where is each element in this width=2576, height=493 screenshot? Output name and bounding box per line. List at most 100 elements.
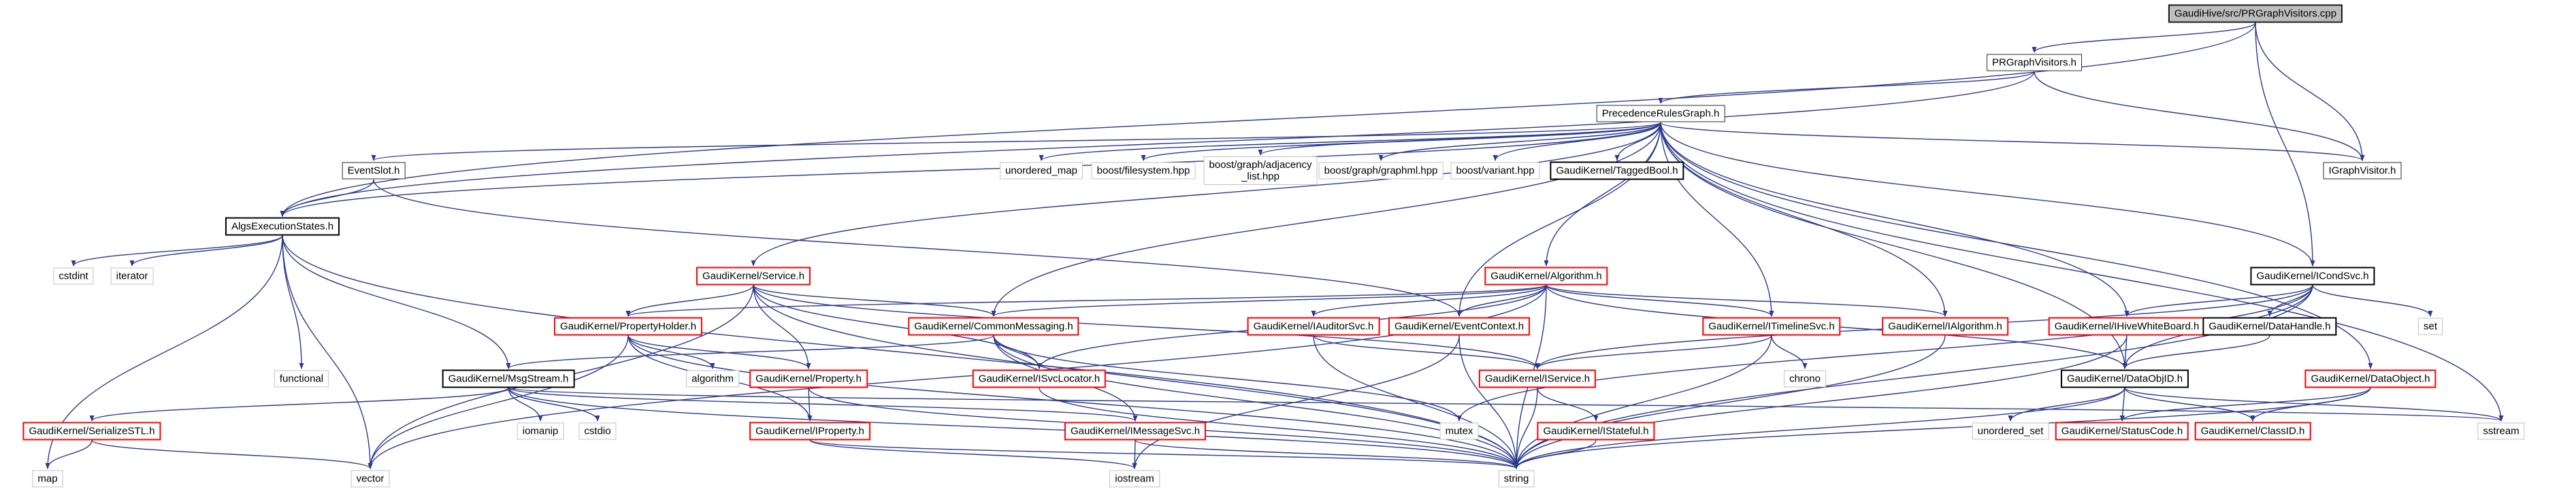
include-edge-prg_h-to-ihivewhiteboard — [1660, 122, 2130, 317]
include-edge-prgv_h-to-prg_h — [1658, 71, 2035, 104]
graph-node-gaudikernel-ialgorithm-h[interactable]: GaudiKernel/IAlgorithm.h — [1882, 317, 2008, 336]
graph-node-iostream: iostream — [1109, 470, 1160, 488]
include-edge-algorithm_h-to-commonmessaging — [991, 284, 1547, 317]
include-edge-algsexec-to-iterator — [129, 235, 283, 267]
graph-node-gaudikernel-ihivewhiteboard-h[interactable]: GaudiKernel/IHiveWhiteBoard.h — [2048, 317, 2206, 336]
include-edge-iauditorsvc-to-string — [1313, 335, 1519, 469]
graph-node-chrono: chrono — [1784, 370, 1826, 388]
include-edge-prg_h-to-boost_graphml — [1378, 122, 1661, 161]
graph-node-gaudikernel-datahandle-h[interactable]: GaudiKernel/DataHandle.h — [2202, 317, 2337, 336]
include-edge-eventslot-to-eventcontext — [373, 179, 1462, 317]
include-edge-prg_h-to-itimelinesvc — [1660, 122, 1774, 317]
include-edge-root-to-icondsvc — [2255, 22, 2315, 267]
include-edge-propertyholder-to-algorithm_std — [627, 335, 715, 369]
graph-node-gaudikernel-msgstream-h[interactable]: GaudiKernel/MsgStream.h — [442, 369, 575, 388]
include-edge-datahandle-to-dataobjid — [2122, 335, 2270, 369]
include-edge-property-to-iproperty — [807, 387, 813, 422]
include-edge-prg_h-to-icondsvc — [1660, 122, 2315, 267]
include-edge-iproperty-to-string — [809, 439, 1519, 469]
graph-node-gaudikernel-itimelinesvc-h[interactable]: GaudiKernel/ITimelineSvc.h — [1702, 317, 1841, 336]
include-edge-msgstream-to-imessagesvc — [508, 387, 1138, 422]
include-edge-prg_h-to-algsexec — [280, 122, 1661, 217]
include-edge-prg_h-to-igraphvisitor — [1660, 122, 2365, 161]
graph-node-iomanip: iomanip — [517, 422, 564, 440]
graph-node-precedencerulesgraph-h[interactable]: PrecedenceRulesGraph.h — [1596, 105, 1725, 122]
graph-node-gaudikernel-iauditorsvc-h[interactable]: GaudiKernel/IAuditorSvc.h — [1247, 317, 1380, 336]
include-edge-algorithm_h-to-propertyholder — [625, 284, 1547, 317]
graph-node-iterator: iterator — [110, 267, 154, 285]
graph-node-gaudikernel-algorithm-h[interactable]: GaudiKernel/Algorithm.h — [1484, 267, 1608, 286]
include-edge-service-to-property — [753, 284, 811, 369]
graph-node-boost-filesystem-hpp: boost/filesystem.hpp — [1091, 162, 1196, 180]
graph-node-gaudikernel-serializestl-h[interactable]: GaudiKernel/SerializeSTL.h — [22, 422, 161, 441]
include-edge-icondsvc-to-ihivewhiteboard — [2124, 284, 2313, 317]
graph-node-algsexecutionstates-h[interactable]: AlgsExecutionStates.h — [225, 217, 340, 236]
graph-node-map: map — [32, 470, 63, 488]
include-edge-algorithm_h-to-itimelinesvc — [1546, 284, 1774, 317]
graph-node-gaudikernel-dataobject-h[interactable]: GaudiKernel/DataObject.h — [2304, 369, 2436, 388]
include-edge-eventcontext-to-iostream — [1132, 335, 1460, 469]
include-edge-itimelinesvc-to-chrono — [1771, 335, 1808, 369]
graph-node-mutex: mutex — [1439, 422, 1479, 440]
include-edge-msgstream-to-sstream — [508, 387, 2503, 422]
include-edge-algsexec-to-cstdint — [71, 235, 283, 267]
graph-node-boost-variant-hpp: boost/variant.hpp — [1450, 162, 1540, 180]
graph-node-boost-graph-adjacency-list-hpp: boost/graph/adjacency _list.hpp — [1203, 156, 1318, 185]
graph-node-unordered-map: unordered_map — [1000, 162, 1083, 180]
include-edge-iservice-to-string — [1514, 387, 1538, 469]
graph-node-gaudikernel-classid-h[interactable]: GaudiKernel/ClassID.h — [2194, 422, 2311, 441]
graph-node-gaudikernel-property-h[interactable]: GaudiKernel/Property.h — [749, 369, 868, 388]
include-edge-prg_h-to-boost_variant — [1493, 122, 1661, 161]
graph-node-cstdio: cstdio — [578, 422, 617, 440]
graph-node-gaudikernel-icondsvc-h[interactable]: GaudiKernel/ICondSvc.h — [2250, 267, 2375, 286]
include-edge-prg_h-to-algorithm_h — [1544, 122, 1661, 267]
graph-node-igraphvisitor-h[interactable]: IGraphVisitor.h — [2323, 162, 2402, 180]
graph-node-vector: vector — [350, 470, 390, 488]
graph-node-prgraphvisitors-h[interactable]: PRGraphVisitors.h — [1987, 54, 2082, 71]
include-edge-eventslot-to-algsexec — [280, 179, 374, 217]
graph-node-boost-graph-graphml-hpp: boost/graph/graphml.hpp — [1318, 162, 1444, 180]
include-edge-prg_h-to-sstream — [1660, 122, 2504, 422]
include-edge-root-to-algsexec — [280, 22, 2256, 217]
include-edge-iservice-to-istateful — [1537, 387, 1599, 422]
include-edge-dataobjid-to-unordered_set — [2008, 387, 2125, 422]
graph-node-gaudikernel-service-h[interactable]: GaudiKernel/Service.h — [696, 267, 811, 286]
graph-node-gaudikernel-commonmessaging-h[interactable]: GaudiKernel/CommonMessaging.h — [908, 317, 1079, 336]
graph-node-gaudikernel-statuscode-h[interactable]: GaudiKernel/StatusCode.h — [2055, 422, 2189, 441]
include-edge-serializestl-to-vector — [91, 439, 373, 469]
graph-node-gaudikernel-imessagesvc-h[interactable]: GaudiKernel/IMessageSvc.h — [1064, 422, 1207, 441]
include-edge-serializestl-to-map — [45, 439, 93, 469]
graph-node-gaudikernel-iservice-h[interactable]: GaudiKernel/IService.h — [1478, 369, 1597, 388]
graph-node-gaudikernel-propertyholder-h[interactable]: GaudiKernel/PropertyHolder.h — [553, 317, 703, 336]
include-edge-algorithm_h-to-iauditorsvc — [1311, 284, 1547, 317]
include-edge-eventcontext-to-string — [1458, 335, 1519, 469]
graph-node-gaudikernel-iproperty-h[interactable]: GaudiKernel/IProperty.h — [749, 422, 870, 441]
graph-node-eventslot-h[interactable]: EventSlot.h — [342, 162, 406, 180]
include-edge-prgv_h-to-igraphvisitor — [2034, 71, 2365, 161]
graph-node-gaudikernel-taggedbool-h[interactable]: GaudiKernel/TaggedBool.h — [1550, 161, 1684, 180]
include-edge-istateful-to-string — [1514, 439, 1597, 469]
include-edge-algsexec-to-vector — [282, 235, 373, 469]
include-edge-algsexec-to-msgstream — [282, 235, 511, 369]
include-edge-icondsvc-to-string — [1514, 284, 2313, 469]
graph-node-gaudikernel-istateful-h[interactable]: GaudiKernel/IStateful.h — [1537, 422, 1655, 441]
graph-node-algorithm: algorithm — [686, 370, 739, 388]
include-edge-dataobject-to-string — [1514, 387, 2371, 469]
include-edge-algsexec-to-functional — [282, 235, 304, 369]
include-edge-prg_h-to-eventslot — [372, 122, 1661, 161]
include-edge-itimelinesvc-to-string — [1514, 335, 1772, 469]
include-edge-algorithm_h-to-ialgorithm — [1546, 284, 1948, 317]
graph-node-gaudikernel-dataobjid-h[interactable]: GaudiKernel/DataObjID.h — [2060, 369, 2189, 388]
include-edge-msgstream-to-cstdio — [508, 387, 600, 422]
include-edge-service-to-isvclocator — [753, 284, 1042, 369]
include-edge-msgstream-to-iomanip — [508, 387, 543, 422]
include-edge-propertyholder-to-vector — [368, 335, 629, 469]
include-edge-iauditorsvc-to-iservice — [1313, 335, 1540, 369]
graph-node-sstream: sstream — [2477, 422, 2525, 440]
graph-node-gaudikernel-eventcontext-h[interactable]: GaudiKernel/EventContext.h — [1388, 317, 1531, 336]
include-edge-prgv_h-to-algsexec — [280, 71, 2035, 217]
include-edge-msgstream-to-serializestl — [89, 387, 509, 422]
graph-node-gaudikernel-isvclocator-h[interactable]: GaudiKernel/ISvcLocator.h — [972, 369, 1107, 388]
include-edge-msgstream-to-string — [508, 387, 1519, 469]
